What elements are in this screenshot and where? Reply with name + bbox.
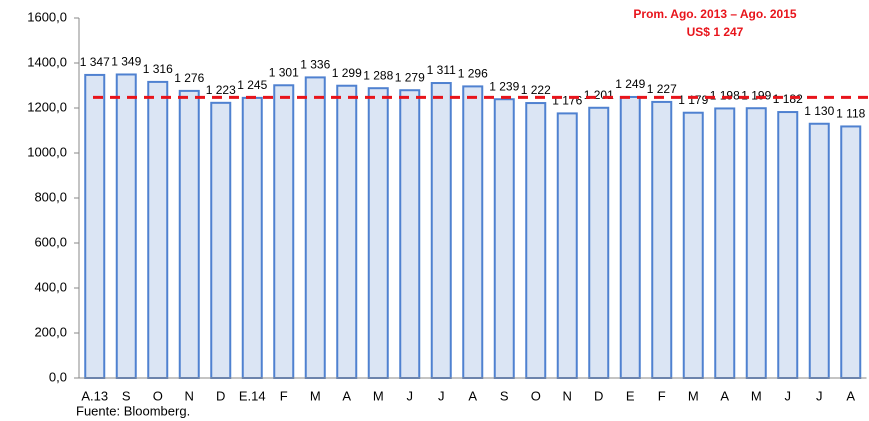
bar [336,84,358,379]
bar [462,85,484,380]
bar [777,111,799,380]
bar [178,89,200,380]
bar [714,107,736,379]
value-label: 1 239 [489,79,519,93]
x-tick-label: N [185,388,194,403]
y-tick-label: 600,0 [34,234,67,249]
x-tick-label: N [563,388,572,403]
x-tick-label: M [688,388,699,403]
bar [808,122,830,379]
x-tick-label: F [658,388,666,403]
bar [682,111,704,379]
value-label: 1 299 [332,66,362,80]
bar [840,125,862,379]
y-tick-label: 0,0 [49,369,67,384]
value-label: 1 130 [804,104,834,118]
bar [147,80,169,380]
y-tick-label: 1600,0 [27,9,67,24]
x-tick-label: D [594,388,603,403]
y-tick-label: 800,0 [34,189,67,204]
value-label: 1 349 [111,55,141,69]
value-label: 1 296 [458,67,488,81]
value-label: 1 222 [521,83,551,97]
bar [525,102,547,380]
x-tick-label: S [500,388,509,403]
bar [588,106,610,380]
bar [115,73,137,379]
bar [304,76,326,380]
source-note: Fuente: Bloomberg. [76,403,190,418]
value-label: 1 182 [773,92,803,106]
value-label: 1 245 [237,78,267,92]
bar [651,100,673,380]
x-tick-label: A.13 [81,388,108,403]
annotation: Prom. Ago. 2013 – Ago. 2015 [633,7,796,21]
y-tick-label: 1000,0 [27,144,67,159]
value-label: 1 227 [647,82,677,96]
bar [210,101,232,379]
x-tick-label: O [531,388,541,403]
x-tick-label: A [468,388,477,403]
x-tick-label: J [816,388,823,403]
x-tick-label: E.14 [239,388,266,403]
value-label: 1 347 [80,55,110,69]
x-tick-label: M [310,388,321,403]
x-tick-label: J [438,388,445,403]
value-label: 1 249 [615,77,645,91]
value-label: 1 198 [710,89,740,103]
annotation: US$ 1 247 [687,25,744,39]
bar [619,95,641,379]
value-label: 1 179 [678,93,708,107]
value-label: 1 276 [174,71,204,85]
x-tick-label: D [216,388,225,403]
bar [556,112,578,380]
value-label: 1 301 [269,65,299,79]
bar [241,96,263,379]
y-tick-label: 1400,0 [27,54,67,69]
x-tick-label: A [342,388,351,403]
value-label: 1 201 [584,88,614,102]
value-label: 1 288 [363,68,393,82]
value-label: 1 316 [143,62,173,76]
bar [273,84,295,380]
value-label: 1 223 [206,83,236,97]
x-tick-label: S [122,388,131,403]
x-tick-label: F [280,388,288,403]
y-tick-label: 200,0 [34,324,67,339]
y-tick-label: 1200,0 [27,99,67,114]
value-label: 1 279 [395,70,425,84]
x-tick-label: M [373,388,384,403]
value-label: 1 199 [741,88,771,102]
bar [745,107,767,379]
bar [493,98,515,379]
x-tick-label: A [846,388,855,403]
value-label: 1 311 [427,63,456,77]
bar [430,82,452,380]
x-tick-label: J [407,388,414,403]
value-label: 1 176 [552,94,582,108]
y-tick-label: 400,0 [34,279,67,294]
bar [367,87,389,379]
value-label: 1 118 [836,107,865,121]
x-tick-label: E [626,388,635,403]
bar [84,73,106,380]
x-tick-label: O [153,388,163,403]
bar [399,89,421,379]
x-tick-label: A [720,388,729,403]
value-label: 1 336 [300,58,330,72]
x-tick-label: M [751,388,762,403]
x-tick-label: J [785,388,792,403]
